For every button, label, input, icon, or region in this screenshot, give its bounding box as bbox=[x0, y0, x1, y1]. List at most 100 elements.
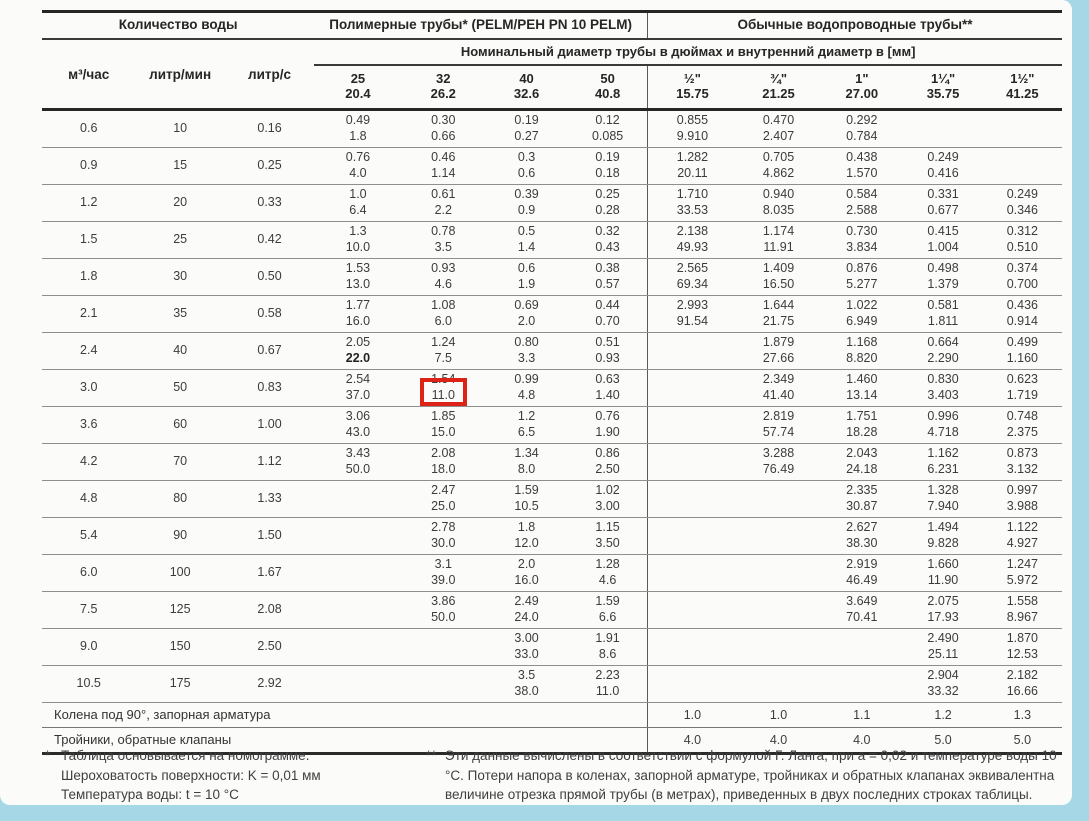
flow-value: 4.8 bbox=[42, 480, 136, 518]
pipe-cell: 0.331 0.677 bbox=[903, 184, 983, 222]
flow-value: 10.5 bbox=[42, 665, 136, 703]
cell-bottom-value: 50.0 bbox=[314, 462, 401, 478]
pipe-inner-diameter: 26.2 bbox=[430, 86, 456, 101]
pipe-cell bbox=[736, 480, 821, 518]
table-row: 1.2 20 0.33 1.0 6.4 0.61 2.2 0.39 0.9 0.25 0.28 1.7… bbox=[42, 184, 1062, 222]
cell-bottom-value: 2.2 bbox=[402, 203, 485, 219]
pipe-cell: 1.494 9.828 bbox=[903, 517, 983, 555]
flow-value: 100 bbox=[135, 554, 225, 592]
footnote-left-marker: * bbox=[45, 748, 51, 763]
cell-bottom-value: 10.5 bbox=[485, 499, 568, 515]
cell-bottom-value: 6.0 bbox=[402, 314, 485, 330]
cell-bottom-text: 0.70 bbox=[595, 313, 620, 328]
cell-top-value: 2.565 bbox=[676, 261, 709, 275]
cell-bottom-value: 18.28 bbox=[820, 425, 903, 441]
pipe-cell: 2.627 38.30 bbox=[820, 517, 904, 555]
group-header-polymer: Полимерные трубы* (PELM/PEH PN 10 PELM) bbox=[314, 10, 648, 40]
cell-bottom-text: 1.8 bbox=[349, 128, 367, 143]
pipe-cell: 0.876 5.277 bbox=[820, 258, 904, 296]
table-row: 4.2 70 1.12 3.43 50.0 2.08 18.0 1.34 8.0 0.86 2.50… bbox=[42, 443, 1062, 481]
flow-value: 4.2 bbox=[42, 443, 136, 481]
pipe-table: Количество воды Полимерные трубы* (PELM/P… bbox=[42, 10, 1062, 755]
cell-top-value: 1.022 bbox=[846, 298, 878, 312]
cell-bottom-text: 0.93 bbox=[595, 350, 620, 365]
pipe-cell: 1.409 16.50 bbox=[736, 258, 821, 296]
cell-top-value: 0.940 bbox=[762, 187, 795, 201]
pipe-cell: 0.46 1.14 bbox=[401, 147, 485, 185]
cell-bottom-text: 0.510 bbox=[1006, 239, 1038, 254]
pipe-cell: 2.565 69.34 bbox=[646, 258, 737, 296]
flow-column-header-0: м³/час bbox=[42, 39, 136, 111]
flow-value: 15 bbox=[135, 147, 225, 185]
cell-bottom-value: 7.5 bbox=[402, 351, 485, 367]
cell-bottom-value: 8.6 bbox=[568, 647, 647, 663]
cell-bottom-text: 1.811 bbox=[927, 313, 959, 328]
cell-top-value: 2.819 bbox=[762, 409, 795, 423]
cell-top-value: 0.664 bbox=[927, 335, 959, 349]
flow-value: 90 bbox=[135, 517, 225, 555]
cell-bottom-text: 33.53 bbox=[676, 202, 709, 217]
pipe-cell: 0.292 0.784 bbox=[820, 109, 904, 148]
cell-top-value: 0.730 bbox=[846, 224, 878, 238]
pipe-cell: 2.138 49.93 bbox=[646, 221, 737, 259]
cell-bottom-text: 11.0 bbox=[595, 683, 620, 698]
cell-top-value: 0.39 bbox=[514, 187, 539, 201]
cell-top-value: 2.54 bbox=[345, 372, 371, 386]
cell-bottom-text: 6.4 bbox=[349, 202, 367, 217]
flow-value: 2.92 bbox=[224, 665, 315, 703]
cell-bottom-text: 8.6 bbox=[598, 646, 617, 661]
pipe-cell bbox=[736, 628, 821, 666]
flow-value: 70 bbox=[135, 443, 225, 481]
cell-bottom-value: 2.588 bbox=[820, 203, 903, 219]
cell-top-value: 0.623 bbox=[1006, 372, 1038, 386]
cell-bottom-text: 1.160 bbox=[1006, 350, 1038, 365]
pipe-column-header-5: ¾" 21.25 bbox=[736, 65, 821, 111]
cell-bottom-text: 30.87 bbox=[846, 498, 878, 513]
cell-top-value: 1.174 bbox=[762, 224, 795, 238]
page-background: Количество воды Полимерные трубы* (PELM/P… bbox=[0, 0, 1072, 805]
pipe-cell: 1.8 12.0 bbox=[484, 517, 569, 555]
pipe-cell: 2.23 11.0 bbox=[568, 665, 648, 703]
pipe-cell bbox=[314, 480, 402, 518]
cell-top-value: 3.43 bbox=[345, 446, 371, 460]
pipe-cell: 1.08 6.0 bbox=[401, 295, 485, 333]
cell-bottom-text: 0.18 bbox=[595, 165, 620, 180]
pipe-cell bbox=[736, 554, 821, 592]
pipe-cell: 0.438 1.570 bbox=[820, 147, 904, 185]
cell-bottom-value: 0.085 bbox=[568, 129, 647, 145]
pipe-cell: 1.53 13.0 bbox=[314, 258, 402, 296]
cell-bottom-value: 17.93 bbox=[903, 610, 982, 626]
flow-column-header-2: литр/с bbox=[224, 39, 315, 111]
flow-value: 1.5 bbox=[42, 221, 136, 259]
cell-top-value: 1.558 bbox=[1006, 594, 1038, 608]
pipe-inner-diameter: 41.25 bbox=[1006, 86, 1039, 101]
cell-bottom-text: 38.0 bbox=[514, 683, 539, 698]
cell-bottom-text: 41.40 bbox=[762, 387, 795, 402]
cell-top-value: 2.78 bbox=[431, 520, 456, 534]
pipe-cell: 2.49 24.0 bbox=[484, 591, 569, 629]
footnote-left: * Таблица основывается на номограмме. Ше… bbox=[45, 746, 417, 805]
pipe-cell bbox=[982, 147, 1062, 185]
cell-bottom-value: 4.8 bbox=[485, 388, 568, 404]
cell-top-value: 0.86 bbox=[595, 446, 620, 460]
cell-bottom-value: 1.8 bbox=[314, 129, 401, 145]
cell-bottom-text: 11.91 bbox=[763, 239, 794, 254]
flow-value: 6.0 bbox=[42, 554, 136, 592]
pipe-cell: 0.61 2.2 bbox=[401, 184, 485, 222]
pipe-cell: 1.02 3.00 bbox=[568, 480, 648, 518]
pipe-cell: 0.873 3.132 bbox=[982, 443, 1062, 481]
cell-bottom-value: 4.0 bbox=[314, 166, 401, 182]
pipe-cell: 1.0 6.4 bbox=[314, 184, 402, 222]
pipe-cell: 0.499 1.160 bbox=[982, 332, 1062, 370]
cell-top-value: 0.12 bbox=[595, 113, 620, 127]
pipe-cell: 0.63 1.40 bbox=[568, 369, 648, 407]
cell-bottom-value: 0.784 bbox=[820, 129, 903, 145]
footer-value: 1.0 bbox=[646, 702, 737, 728]
pipe-cell: 1.460 13.14 bbox=[820, 369, 904, 407]
pipe-cell: 0.436 0.914 bbox=[982, 295, 1062, 333]
cell-top-value: 1.8 bbox=[517, 520, 536, 534]
pipe-cell: 2.075 17.93 bbox=[903, 591, 983, 629]
cell-top-value: 0.438 bbox=[846, 150, 878, 164]
pipe-inner-diameter: 35.75 bbox=[926, 86, 960, 101]
flow-value: 40 bbox=[135, 332, 225, 370]
